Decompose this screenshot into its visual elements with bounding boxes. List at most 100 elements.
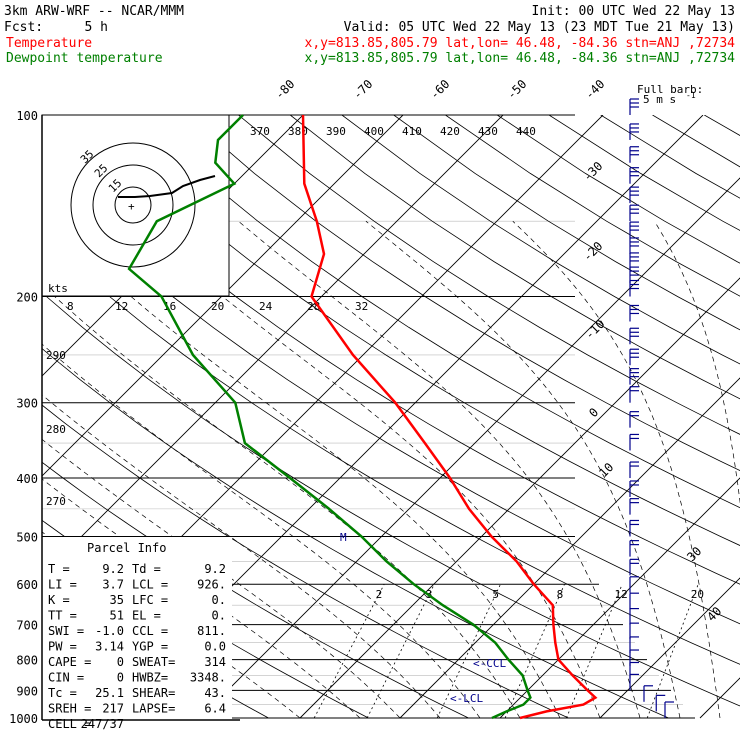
location-info-green: x,y=813.85,805.79 lat,lon= 46.48, -84.36… — [305, 51, 736, 66]
dry-adiabat-label: 280 — [46, 423, 66, 436]
parcel-info-cell: K = — [48, 593, 70, 607]
parcel-info-cell: -1.0 — [95, 624, 124, 638]
wind-barb — [629, 592, 639, 610]
moist-adiabat-lines — [42, 220, 740, 719]
moist-adiabat-line — [133, 220, 601, 719]
theta-e-label: 390 — [326, 125, 346, 138]
hodograph: 35 25 15 + kts — [41, 114, 230, 297]
parcel-info-cell: 35 — [110, 593, 124, 607]
hodograph-axis-label: 8 — [67, 300, 74, 313]
dry-adiabat-line — [186, 115, 740, 472]
dry-adiabat-line — [82, 115, 740, 546]
wind-barb — [629, 433, 639, 451]
forecast-label: Fcst: — [4, 20, 43, 35]
wind-barb — [629, 167, 639, 184]
moist-adiabat-line — [48, 220, 561, 719]
wind-barb — [629, 186, 639, 204]
pressure-tick-label: 100 — [16, 109, 38, 123]
moist-adiabat-line — [42, 284, 521, 719]
isotherm-line — [299, 277, 740, 719]
wind-barb — [629, 498, 639, 515]
pressure-tick-label: 1000 — [9, 712, 38, 726]
parcel-info-cell: 3348. — [190, 671, 226, 685]
valid-time: Valid: 05 UTC Wed 22 May 13 (23 MDT Tue … — [344, 20, 735, 35]
temperature-trace — [301, 114, 598, 720]
parcel-info-cell: CAPE = — [48, 655, 91, 669]
parcel-marker: M — [340, 531, 347, 544]
parcel-info-cell: Tc = — [48, 686, 77, 700]
pressure-tick-label: 200 — [16, 291, 38, 305]
dry-adiabat-line — [42, 404, 569, 719]
hodograph-axis-label: 12 — [115, 300, 128, 313]
model-title: 3km ARW-WRF -- NCAR/MMM — [4, 4, 184, 19]
dry-adiabat-line — [289, 115, 740, 400]
parcel-info-cell: 0. — [212, 609, 226, 623]
hodograph-ring-1 — [114, 186, 152, 224]
moist-adiabat-line — [238, 220, 641, 719]
isotherm-label: -70 — [350, 77, 375, 102]
parcel-info-cell: 43. — [204, 686, 226, 700]
mixing-ratio-lines — [313, 584, 699, 719]
wind-barb — [629, 461, 639, 479]
hodograph-center-mark: + — [128, 200, 135, 213]
hodograph-frame — [41, 114, 230, 297]
parcel-info-title: Parcel Info — [87, 541, 166, 555]
wind-barb — [629, 252, 639, 269]
pressure-tick-label: 300 — [16, 397, 38, 411]
mixing-ratio-line — [313, 584, 385, 719]
pressure-tick-label: 700 — [16, 619, 38, 633]
parcel-info-cell: 217 — [102, 702, 124, 716]
wind-barb — [629, 661, 639, 679]
parcel-info-cell: LAPSE= — [132, 702, 175, 716]
dry-adiabat-label: 270 — [46, 495, 66, 508]
theta-e-label: 420 — [440, 125, 460, 138]
hodograph-ring-3 — [70, 142, 196, 268]
wind-barb — [629, 304, 639, 322]
wind-barb — [629, 540, 639, 557]
parcel-info-cell: 0.0 — [204, 640, 226, 654]
dewpoint-trace — [127, 114, 532, 720]
isotherm-line — [599, 577, 740, 719]
pressure-tick-label: 400 — [16, 472, 38, 486]
moist-adiabat-line — [654, 221, 740, 505]
pressure-tick-label: 600 — [16, 578, 38, 592]
isotherm-line — [42, 115, 404, 477]
parcel-info-cell: 247/37 — [81, 717, 124, 731]
mixing-ratio-line — [566, 584, 623, 719]
wind-barb — [629, 204, 639, 222]
mixing-ratio-label: 5 — [492, 588, 499, 601]
dry-adiabat-line — [42, 180, 740, 625]
parcel-info-cell: YGP = — [132, 640, 168, 654]
barb-legend-title: Full barb: — [637, 83, 703, 96]
hodograph-axis-label: 32 — [355, 300, 368, 313]
parcel-info-cell: Td = — [132, 562, 161, 576]
mixing-ratio-line — [504, 584, 565, 719]
wind-barb — [629, 279, 639, 297]
dry-adiabat-line — [548, 115, 740, 231]
parcel-info-cell: 0. — [212, 593, 226, 607]
parcel-info-cell: CCL = — [132, 624, 168, 638]
parcel-info-cell: 314 — [204, 655, 226, 669]
parcel-info-cell: TT = — [48, 609, 77, 623]
parcel-info-cell: 811. — [197, 624, 226, 638]
parcel-info-cell: EL = — [132, 609, 161, 623]
isotherm-label: 30 — [684, 544, 704, 564]
pressure-tick-label: 900 — [16, 684, 38, 698]
wind-barb — [629, 237, 639, 254]
mixing-ratio-label: 8 — [557, 588, 564, 601]
isotherm-label: -10 — [582, 317, 607, 342]
parcel-info-cell: 51 — [110, 609, 124, 623]
moist-adiabat-line — [365, 220, 681, 719]
hodograph-axis-label: 20 — [211, 300, 224, 313]
parcel-info-cell: LCL = — [132, 578, 168, 592]
wind-barb — [629, 480, 639, 497]
theta-e-label: 380 — [288, 125, 308, 138]
wind-barb — [664, 701, 674, 718]
dry-adiabat-line — [704, 115, 740, 136]
hodograph-trace — [118, 175, 216, 198]
isotherm-label: -60 — [427, 77, 452, 102]
wind-barb — [629, 558, 639, 576]
wind-barb — [629, 368, 639, 385]
isotherm-label: -50 — [504, 77, 529, 102]
